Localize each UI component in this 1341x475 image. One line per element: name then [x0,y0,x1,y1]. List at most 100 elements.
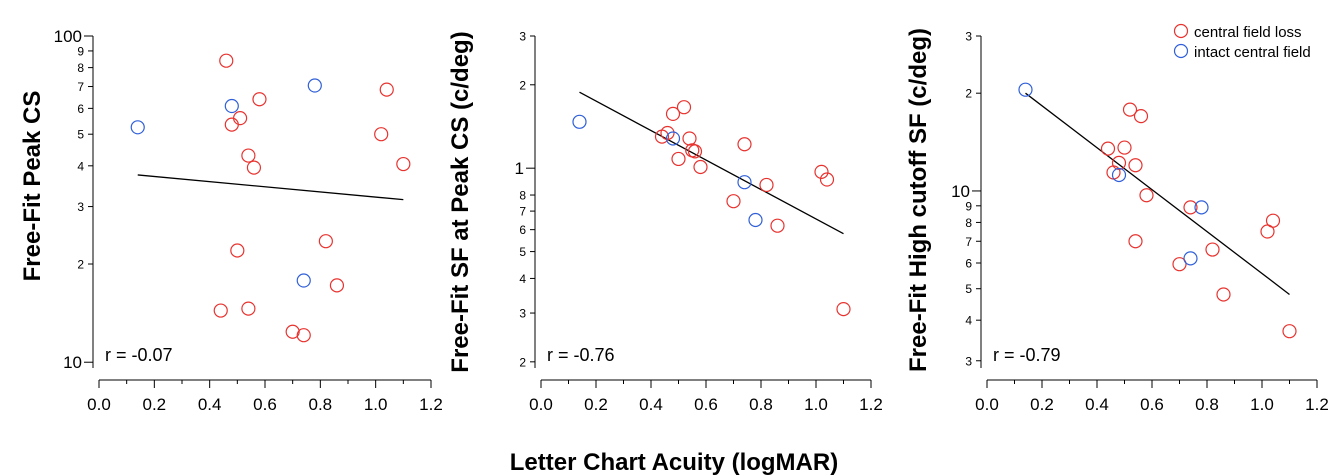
data-point-central-field-loss [1111,155,1127,171]
data-point-central-field-loss [1122,102,1138,117]
data-point-central-field-loss [1265,213,1281,228]
data-point-central-field-loss [379,82,394,97]
data-point-central-field-loss [693,159,708,175]
x-tick-label: 1.0 [364,395,388,414]
y-minor-tick-label: 8 [77,61,84,75]
data-point-central-field-loss [814,164,829,179]
data-point-intact-central-field [737,175,752,190]
data-point-central-field-loss [1128,158,1143,173]
y-axis-title: Free-Fit High cutoff SF (c/deg) [905,28,932,372]
regression-line [137,174,404,201]
correlation-label: r = -0.07 [105,345,173,365]
data-point-central-field-loss [770,218,785,233]
y-major-tick-label: 1 [515,159,524,178]
y-minor-tick-label: 4 [965,314,972,328]
data-point-central-field-loss [1128,234,1143,249]
data-point-central-field-loss [682,131,697,146]
data-point-intact-central-field [1018,82,1033,97]
data-point-central-field-loss [1282,324,1297,339]
data-point-central-field-loss [318,234,333,249]
data-point-central-field-loss [1117,140,1132,155]
y-minor-tick-label: 6 [965,257,972,271]
x-tick-label: 0.8 [749,395,773,414]
data-point-central-field-loss [1133,109,1149,124]
panel-1: 0.0 0.2 0.4 0.6 0.8 1.0 1.2 10 100 2 3 4 5 6 7 8 9 Free-F… [19,27,443,414]
data-point-central-field-loss [1216,287,1231,302]
panels: 0.0 0.2 0.4 0.6 0.8 1.0 1.2 10 100 2 3 4 5 6 7 8 9 Free-F… [19,27,1329,414]
data-point-intact-central-field [130,120,145,135]
y-axis-title: Free-Fit SF at Peak CS (c/deg) [447,31,474,372]
data-point-central-field-loss [219,53,234,68]
y-minor-tick-label: 3 [965,30,972,44]
y-minor-tick-label: 2 [965,87,972,101]
correlation-label: r = -0.79 [993,345,1061,365]
data-point-central-field-loss [687,144,703,159]
x-tick-label: 0.2 [1030,395,1054,414]
data-point-central-field-loss [396,156,411,172]
data-point-central-field-loss [1205,242,1220,257]
shared-x-axis-title: Letter Chart Acuity (logMAR) [510,449,838,475]
y-minor-tick-label: 8 [519,189,526,203]
y-minor-tick-label: 3 [519,30,526,44]
x-tick-label: 0.2 [584,395,608,414]
y-major-tick-label: 10 [63,353,82,372]
x-tick-label: 0.0 [975,395,999,414]
x-tick-label: 0.2 [143,395,167,414]
y-minor-tick-label: 9 [77,44,84,58]
data-point-central-field-loss [241,148,256,163]
y-minor-tick-label: 5 [519,245,526,259]
y-minor-tick-label: 9 [965,199,972,213]
y-minor-tick-label: 6 [519,223,526,237]
data-point-central-field-loss [233,111,248,126]
data-point-intact-central-field [1183,251,1198,266]
y-axis-title: Free-Fit Peak CS [19,91,46,282]
legend-label-intact-central-field: intact central field [1194,44,1311,61]
y-minor-tick-label: 3 [965,354,972,368]
x-tick-label: 1.2 [859,395,883,414]
legend-marker-central-field-loss [1173,23,1189,39]
x-tick-label: 0.4 [1085,395,1109,414]
x-tick-label: 1.0 [804,395,828,414]
x-tick-label: 1.2 [419,395,443,414]
data-point-intact-central-field [296,273,311,288]
y-minor-tick-label: 2 [77,258,84,272]
y-minor-tick-label: 5 [965,282,972,296]
y-minor-tick-label: 4 [519,272,526,286]
legend-label-central-field-loss: central field loss [1194,24,1302,41]
data-point-intact-central-field [224,98,239,114]
x-tick-label: 0.8 [1195,395,1219,414]
x-tick-label: 0.6 [1140,395,1164,414]
data-point-central-field-loss [676,100,692,115]
y-minor-tick-label: 7 [77,80,84,94]
data-point-central-field-loss [1183,200,1198,215]
data-point-central-field-loss [230,243,245,258]
data-point-central-field-loss [1100,141,1116,156]
y-major-tick-label: 100 [54,27,82,46]
data-point-central-field-loss [374,127,389,142]
correlation-label: r = -0.76 [547,345,615,365]
panel-3: 0.0 0.2 0.4 0.6 0.8 1.0 1.2 10 3 4 5 6 7 8 9 2 3 Free-Fit… [905,28,1329,414]
data-point-intact-central-field [307,78,322,93]
legend-marker-intact-central-field [1173,43,1189,59]
x-tick-label: 0.0 [529,395,553,414]
data-point-central-field-loss [819,172,835,187]
data-point-central-field-loss [665,106,681,122]
data-point-central-field-loss [285,324,300,339]
x-tick-label: 0.4 [198,395,222,414]
data-point-central-field-loss [737,137,752,152]
x-tick-label: 1.2 [1305,395,1329,414]
y-minor-tick-label: 2 [519,78,526,92]
data-point-central-field-loss [759,177,774,193]
y-minor-tick-label: 3 [77,200,84,214]
data-point-central-field-loss [671,151,686,167]
y-minor-tick-label: 7 [519,205,526,219]
data-point-central-field-loss [1139,188,1154,203]
y-minor-tick-label: 3 [519,307,526,321]
y-minor-tick-label: 8 [965,216,972,230]
data-point-intact-central-field [1194,200,1209,215]
data-point-central-field-loss [1172,257,1187,272]
x-tick-label: 1.0 [1250,395,1274,414]
x-tick-label: 0.6 [694,395,718,414]
data-point-central-field-loss [246,160,262,175]
panel-2: 0.0 0.2 0.4 0.6 0.8 1.0 1.2 1 2 3 4 5 6 7 8 2 3 Free-Fit … [447,30,883,415]
